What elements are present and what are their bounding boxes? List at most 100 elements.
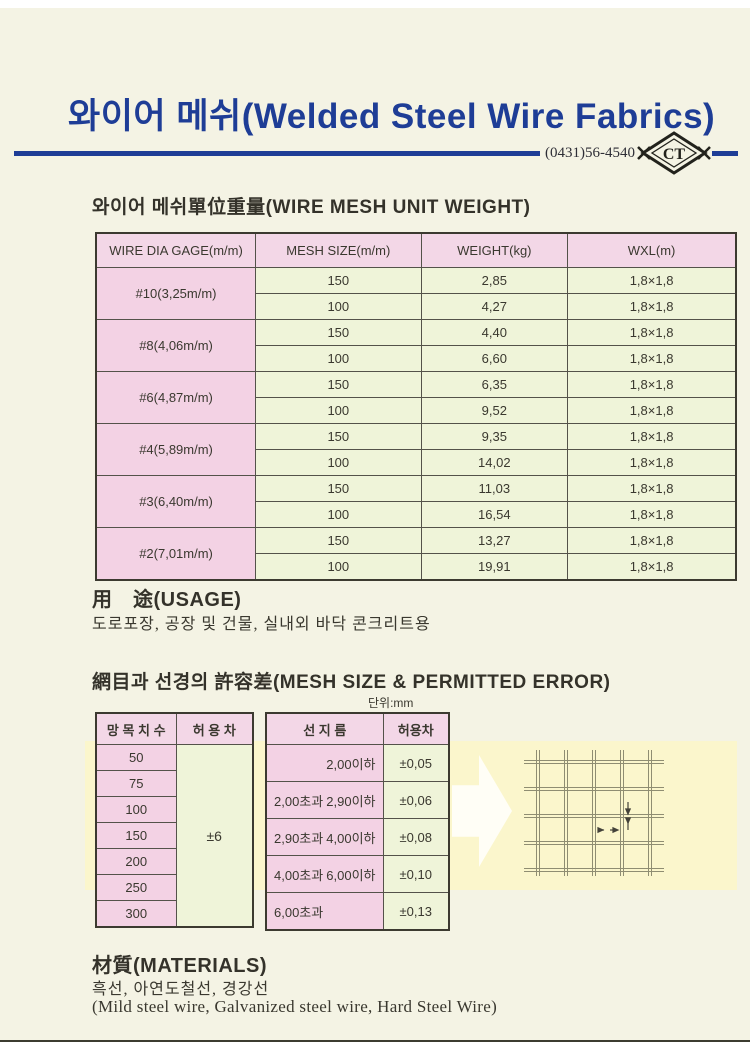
diameter-range-text: 4,00초과 6,00이하	[274, 867, 376, 883]
header-rule: (0431)56-4540 CT	[14, 130, 738, 176]
value-cell: 2,85	[420, 267, 569, 294]
diameter-range-text: 2,00이하	[326, 756, 376, 772]
diameter-range-text: 2,90초과 4,00이하	[274, 830, 376, 846]
table-row: 250	[95, 874, 253, 901]
diameter-range-cell: 2,00초과 2,90이하	[265, 781, 384, 819]
table-row: 75	[95, 770, 253, 797]
tolerance-cell: ±6	[175, 744, 254, 928]
column-header: MESH SIZE(m/m)	[255, 232, 422, 268]
table-row: 100 14,02 1,8×1,8	[96, 449, 737, 476]
table-row: 100 16,54 1,8×1,8	[96, 501, 737, 528]
table-row: 2,90초과 4,00이하 ±0,08	[265, 818, 450, 856]
tolerance-cell: ±0,05	[382, 744, 450, 782]
value-cell: 1,8×1,8	[567, 319, 737, 346]
value-cell: 100	[255, 293, 422, 320]
column-header: 선 지 름	[265, 712, 384, 745]
diameter-range-cell: 2,00이하	[265, 744, 384, 782]
gage-cell: #3(6,40m/m)	[95, 475, 257, 528]
table-row: 4,00초과 6,00이하 ±0,10	[265, 855, 450, 893]
value-cell: 11,03	[420, 475, 569, 502]
value-cell: 9,52	[420, 397, 569, 424]
value-cell: 150	[255, 267, 422, 294]
materials-korean-text: 흑선, 아연도철선, 경강선	[92, 981, 270, 998]
materials-heading: 材質(MATERIALS)	[92, 955, 267, 977]
value-cell: 6,35	[420, 371, 569, 398]
value-cell: 1,8×1,8	[567, 553, 737, 581]
table-row: 50 ±6	[95, 744, 254, 928]
unit-label: 단위:mm	[368, 696, 414, 710]
value-cell: 1,8×1,8	[567, 267, 737, 294]
value-cell: 150	[255, 371, 422, 398]
gage-cell: #10(3,25m/m)	[95, 267, 257, 320]
value-cell: 150	[255, 423, 422, 450]
tolerance-heading: 網目과 선경의 許容差(MESH SIZE & PERMITTED ERROR)	[92, 672, 611, 693]
gage-cell: #2(7,01m/m)	[95, 527, 257, 581]
value-cell: 14,02	[420, 449, 569, 476]
value-cell: 4,40	[420, 319, 569, 346]
value-cell: 9,35	[420, 423, 569, 450]
column-header: 허 용 차	[175, 712, 254, 745]
table-row: 100 9,52 1,8×1,8	[96, 397, 737, 424]
tolerance-cell: ±0,06	[382, 781, 450, 819]
value-cell: 1,8×1,8	[567, 293, 737, 320]
diameter-range-cell: 2,90초과 4,00이하	[265, 818, 384, 856]
value-cell: 19,91	[420, 553, 569, 581]
value-cell: 1,8×1,8	[567, 527, 737, 554]
gage-cell: #4(5,89m/m)	[95, 423, 257, 476]
tolerance-cell: ±0,13	[382, 892, 450, 931]
mesh-size-cell: 50	[95, 744, 177, 771]
value-cell: 4,27	[420, 293, 569, 320]
value-cell: 150	[255, 475, 422, 502]
value-cell: 6,60	[420, 345, 569, 372]
usage-heading: 用 途(USAGE)	[92, 589, 242, 611]
wire-diameter-tolerance-table: 선 지 름 허용차 2,00이하 ±0,05 2,00초과 2,90이하 ±0,06 2,9…	[265, 712, 450, 931]
value-cell: 100	[255, 345, 422, 372]
table-row: 200	[95, 848, 253, 875]
mesh-size-cell: 200	[95, 848, 177, 875]
diameter-range-text: 6,00초과	[274, 904, 324, 920]
value-cell: 1,8×1,8	[567, 371, 737, 398]
mesh-size-cell: 100	[95, 796, 177, 823]
value-cell: 1,8×1,8	[567, 397, 737, 424]
table-row: 100 6,60 1,8×1,8	[96, 345, 737, 372]
wire-mesh-illustration	[524, 750, 664, 876]
diameter-range-text: 2,00초과 2,90이하	[274, 793, 376, 809]
catalog-page: 와이어 메쉬(Welded Steel Wire Fabrics) (0431)…	[0, 8, 750, 1040]
ct-diamond-logo: CT	[637, 131, 711, 175]
table-row: 100	[95, 796, 253, 823]
materials-english-text: (Mild steel wire, Galvanized steel wire,…	[92, 997, 498, 1016]
table-row: 6,00초과 ±0,13	[265, 892, 450, 931]
value-cell: 13,27	[420, 527, 569, 554]
unit-weight-table: WIRE DIA GAGE(m/m) MESH SIZE(m/m) WEIGHT(k…	[95, 232, 737, 581]
mesh-size-cell: 300	[95, 900, 177, 928]
diameter-range-cell: 6,00초과	[265, 892, 384, 931]
value-cell: 150	[255, 319, 422, 346]
table-row: #10(3,25m/m) 150 2,85 1,8×1,8	[95, 267, 737, 320]
value-cell: 1,8×1,8	[567, 475, 737, 502]
value-cell: 1,8×1,8	[567, 501, 737, 528]
value-cell: 100	[255, 449, 422, 476]
column-header: WXL(m)	[567, 232, 737, 268]
table-row: 300	[95, 900, 253, 928]
ct-logo-text: CT	[663, 146, 686, 163]
page-title: 와이어 메쉬(Welded Steel Wire Fabrics)	[68, 97, 716, 136]
column-header: 망 목 치 수	[95, 712, 177, 745]
gage-cell: #6(4,87m/m)	[95, 371, 257, 424]
header-rule-right	[712, 150, 738, 156]
column-header: 허용차	[382, 712, 450, 745]
value-cell: 100	[255, 501, 422, 528]
table-row: #3(6,40m/m) 150 11,03 1,8×1,8	[95, 475, 737, 528]
value-cell: 1,8×1,8	[567, 345, 737, 372]
table-row: #4(5,89m/m) 150 9,35 1,8×1,8	[95, 423, 737, 476]
table-row: #2(7,01m/m) 150 13,27 1,8×1,8	[95, 527, 737, 581]
table-row: 100 19,91 1,8×1,8	[96, 553, 737, 581]
unit-weight-heading: 와이어 메쉬單位重量(WIRE MESH UNIT WEIGHT)	[92, 197, 531, 218]
usage-text: 도로포장, 공장 및 건물, 실내외 바닥 콘크리트용	[92, 616, 431, 633]
mesh-size-cell: 150	[95, 822, 177, 849]
wire-table-head: 선 지 름 허용차	[265, 712, 450, 745]
tolerance-cell: ±0,10	[382, 855, 450, 893]
dimension-arrows	[597, 802, 632, 834]
value-cell: 100	[255, 397, 422, 424]
phone-number: (0431)56-4540	[545, 144, 635, 161]
